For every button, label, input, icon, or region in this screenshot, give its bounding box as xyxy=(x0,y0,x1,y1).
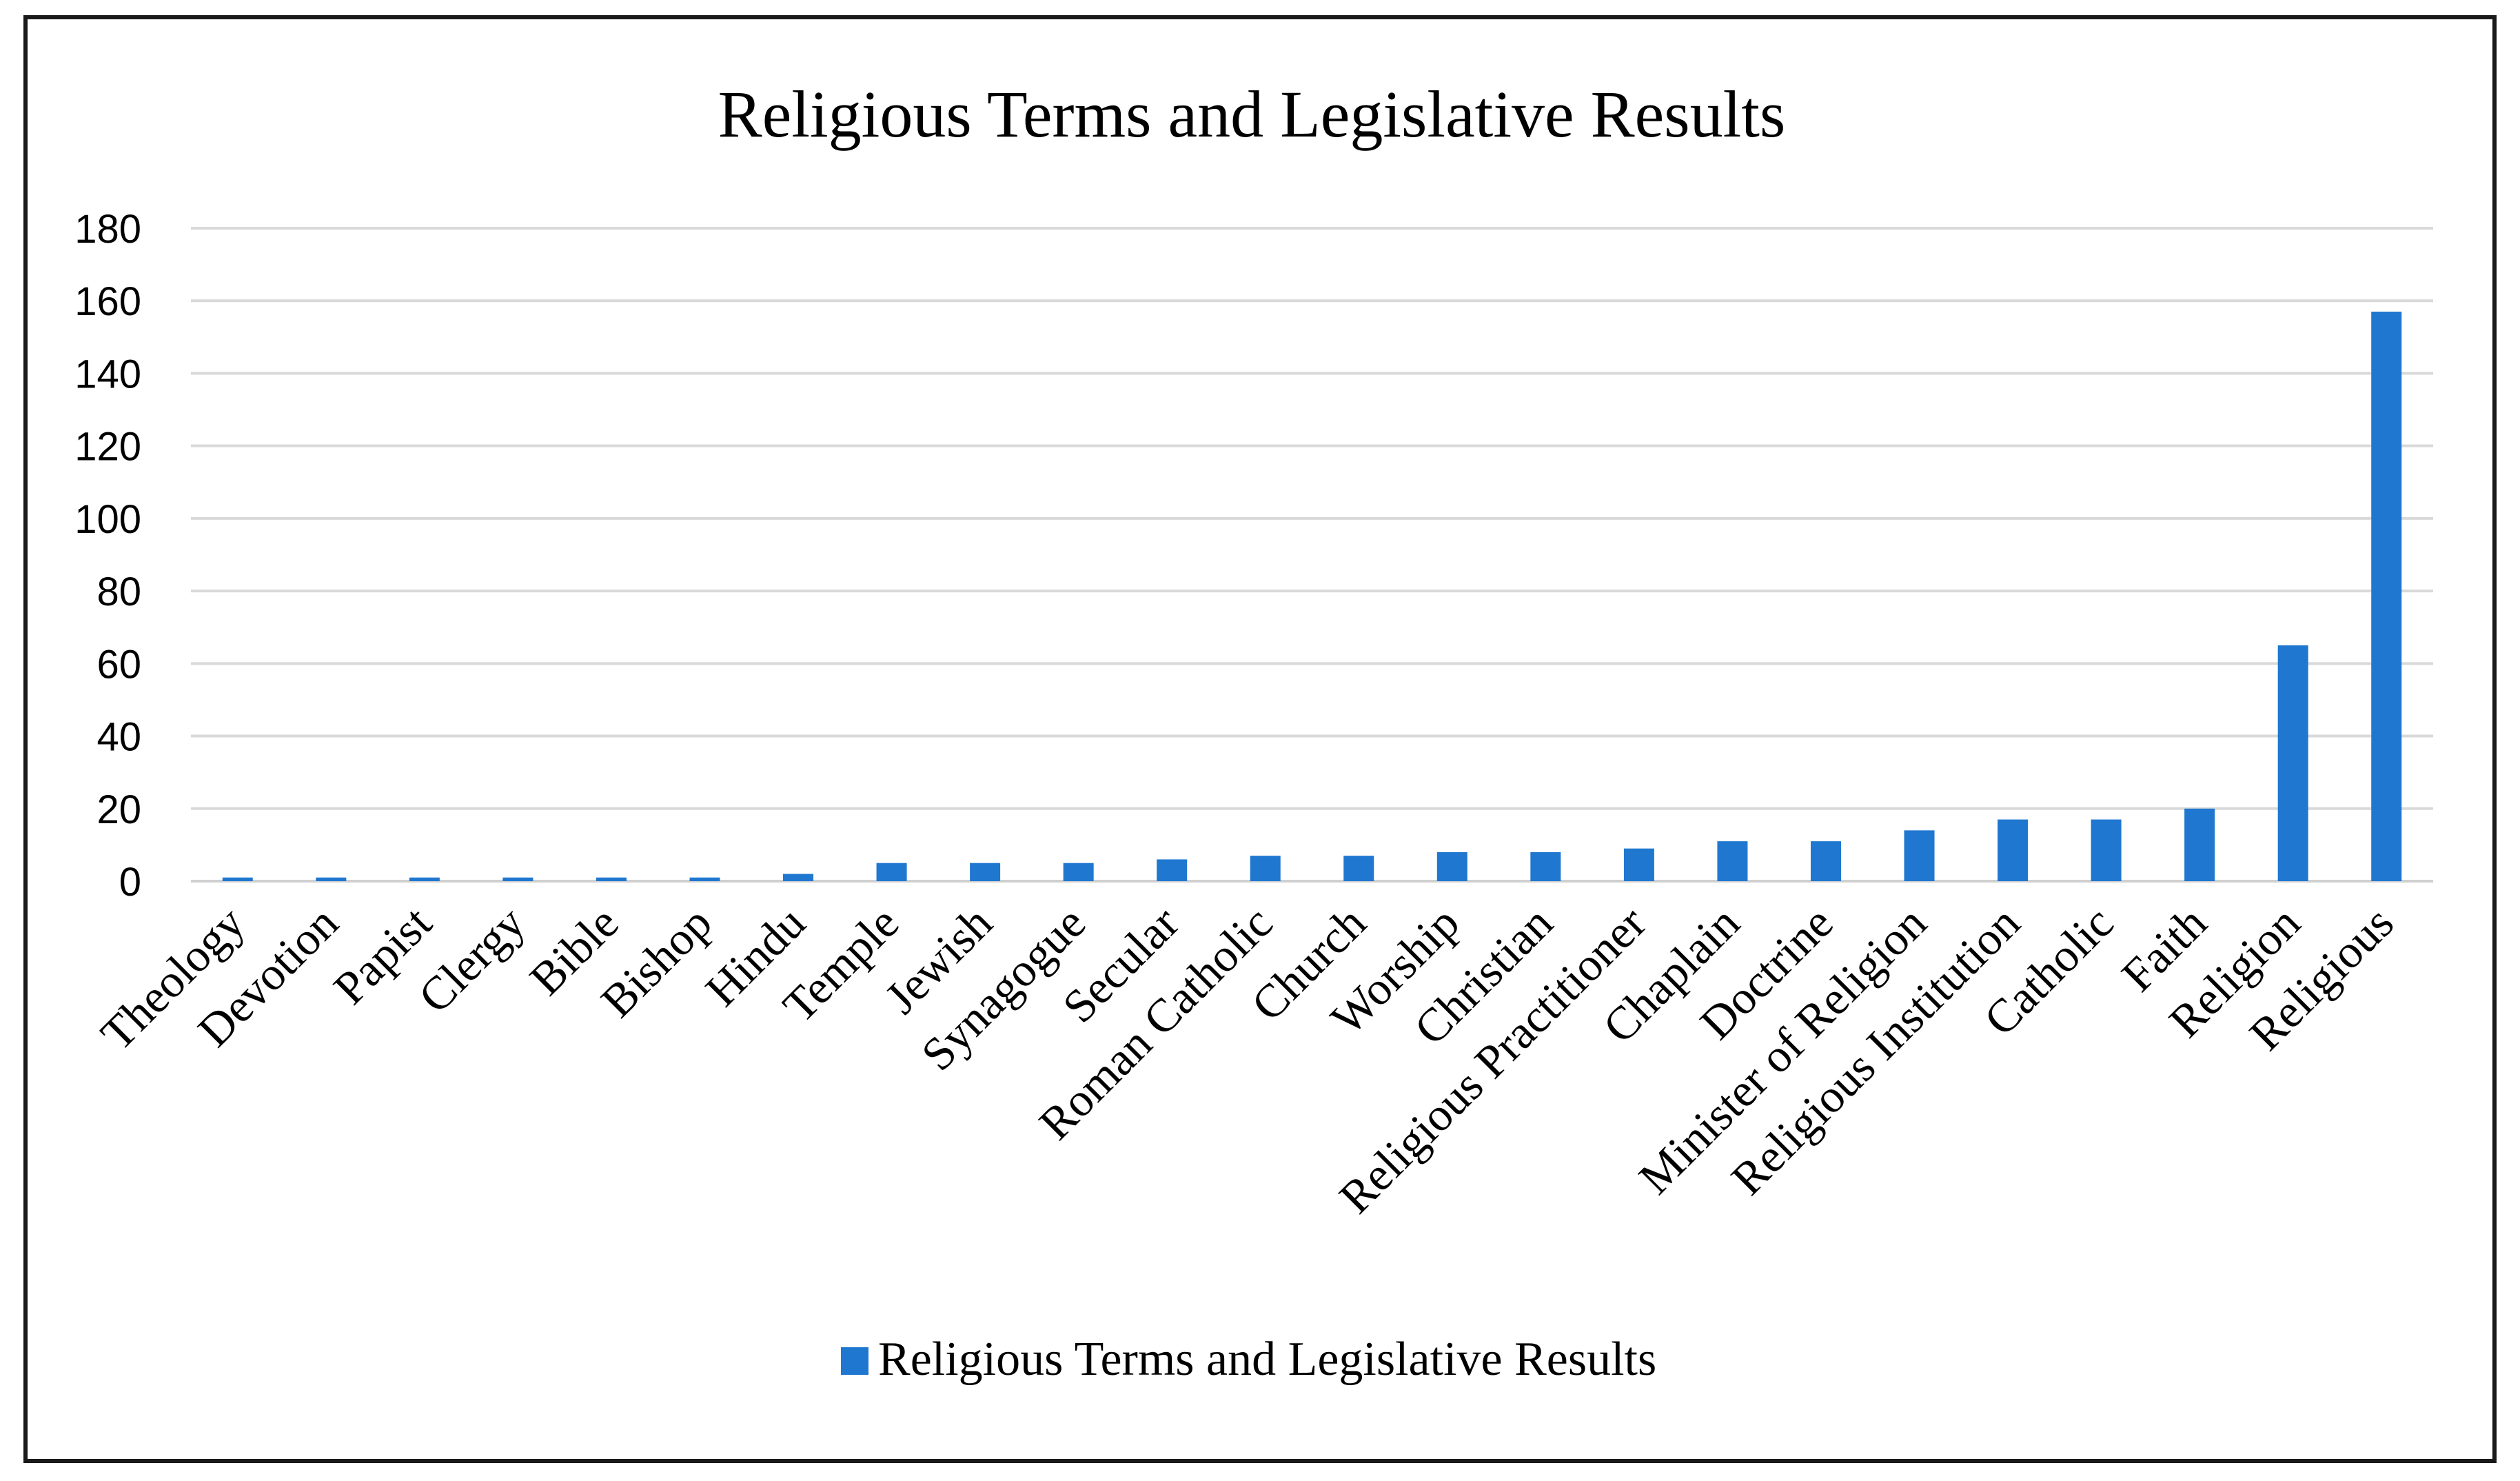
bar-theology xyxy=(222,877,253,881)
bar-worship xyxy=(1436,852,1467,881)
legend: Religious Terms and Legislative Results xyxy=(841,1333,1656,1386)
y-tick-label: 120 xyxy=(74,425,141,470)
bar-church xyxy=(1343,856,1374,881)
bar-bible xyxy=(596,877,627,881)
bar-secular xyxy=(1157,859,1188,881)
bar-roman-catholic xyxy=(1250,856,1281,881)
y-tick-label: 180 xyxy=(74,207,141,252)
bar-religious-institution xyxy=(1998,819,2029,881)
bar-christian xyxy=(1530,852,1561,881)
bar-religion xyxy=(2277,645,2308,881)
bar-doctrine xyxy=(1810,841,1841,881)
bar-chart: Religious Terms and Legislative Results … xyxy=(74,77,2433,1386)
bar-religious-practitioner xyxy=(1623,848,1654,881)
chart-title: Religious Terms and Legislative Results xyxy=(718,77,1786,151)
x-tick-label: Clergy xyxy=(408,896,535,1023)
bar-papist xyxy=(409,877,440,881)
y-tick-label: 40 xyxy=(96,715,141,760)
bar-chaplain xyxy=(1717,841,1748,881)
x-axis-labels: TheologyDevotionPapistClergyBibleBishopH… xyxy=(90,896,2403,1224)
bar-faith xyxy=(2184,808,2215,881)
bar-temple xyxy=(876,863,907,881)
y-tick-label: 160 xyxy=(74,279,141,324)
y-axis-ticks: 0 20 40 60 80 100 120 140 160 180 xyxy=(74,207,141,905)
bars xyxy=(222,312,2402,881)
bar-religious xyxy=(2371,312,2402,881)
bar-catholic xyxy=(2091,819,2122,881)
y-tick-label: 20 xyxy=(96,787,141,832)
gridlines xyxy=(191,227,2433,883)
y-tick-label: 80 xyxy=(96,570,141,614)
chart-frame: Religious Terms and Legislative Results … xyxy=(23,15,2497,1463)
bar-jewish xyxy=(970,863,1001,881)
y-tick-label: 0 xyxy=(119,860,141,905)
bar-devotion xyxy=(316,877,347,881)
y-tick-label: 60 xyxy=(96,642,141,687)
bar-minister-of-religion xyxy=(1904,830,1935,881)
legend-label: Religious Terms and Legislative Results xyxy=(878,1333,1656,1386)
y-tick-label: 100 xyxy=(74,497,141,542)
bar-synagogue xyxy=(1063,863,1094,881)
bar-hindu xyxy=(783,874,814,881)
legend-swatch xyxy=(841,1347,868,1375)
bar-clergy xyxy=(502,877,534,881)
y-tick-label: 140 xyxy=(74,352,141,396)
bar-bishop xyxy=(689,877,720,881)
